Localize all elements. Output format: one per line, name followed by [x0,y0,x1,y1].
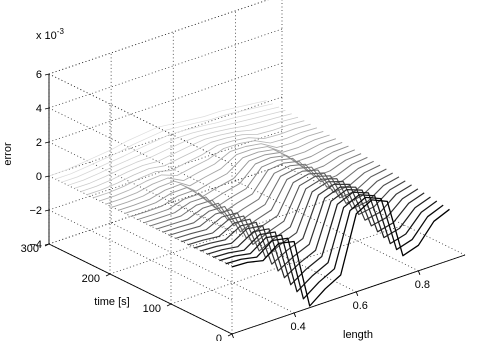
error-trace-line [124,141,343,214]
length-tick-mark [355,291,359,297]
error-tick-label: 2 [36,137,42,149]
exponent-value: -3 [57,27,65,36]
length-tick-label: 0.8 [415,279,430,291]
time-axis-line [48,243,233,335]
error-tick-mark [44,209,50,212]
left-wall-gridline [48,141,233,233]
time-tick-label: 200 [82,273,100,285]
error-trace-line [162,164,381,233]
error-trace-line [175,172,393,246]
axes-layer [44,73,466,339]
back-wall-gridline [48,130,283,211]
error-tick-label: −4 [29,239,42,251]
floor-gridline [48,164,283,245]
z-axis-label: error [2,142,14,166]
error-tick-label: 6 [36,69,42,81]
length-tick-label: 0.4 [290,321,305,333]
y-axis-label: time [s] [94,296,129,308]
text-layer: x 10-3 error time [s] length 0.20.40.60.… [2,27,430,341]
length-tick-mark [417,270,421,275]
back-wall-gridline [48,0,269,75]
error-trace-line [111,134,330,208]
error-trace-line [99,127,318,202]
time-tick-label: 300 [21,243,39,255]
error-trace-line [55,103,273,180]
error-trace-line [48,100,267,177]
length-tick-label: 0.6 [353,300,368,312]
error-trace-line [168,168,387,239]
left-wall-gridline [48,107,233,199]
floor-edge [281,164,466,256]
trace-layer [48,100,450,307]
back-wall-gridline [48,62,283,143]
grid-layer [48,0,466,335]
error-trace-line [118,138,337,211]
floor-gridline [110,222,295,314]
floor-gridline [170,224,405,305]
error-tick-label: 0 [36,171,42,183]
error-tick-mark [44,175,50,178]
error-tick-mark [44,107,50,110]
error-trace-line [219,194,438,293]
error-trace-line [200,186,419,272]
top-edge [48,73,233,165]
error-tick-mark [44,141,50,144]
error-trace-line [93,123,311,199]
time-tick-mark [227,333,233,337]
error-trace-line [206,188,425,279]
error-trace-line [143,153,362,224]
error-trace-line [67,110,286,186]
error-trace-line [212,191,431,286]
length-axis-line [231,254,466,335]
error-trace-line [225,196,444,300]
error-trace-line [61,106,280,183]
error-tick-mark [44,243,50,246]
error-trace-line [80,116,299,192]
time-tick-mark [166,303,172,307]
floor-gridline [109,194,344,275]
time-tick-label: 0 [216,333,222,341]
exponent-label: x 10-3 [36,27,64,42]
time-tick-label: 100 [143,303,161,315]
back-wall-gridline [48,28,283,109]
floor-gridline [235,180,419,272]
x-axis-label: length [343,329,373,341]
error-trace-line [74,113,292,189]
left-wall-gridline [48,209,233,301]
length-tick-mark [231,333,234,339]
error-trace-line [156,160,374,230]
error-trace-line [137,149,355,221]
length-tick-mark [293,312,297,318]
error-tick-mark [44,73,50,76]
error-trace-line [86,120,305,196]
left-wall-gridline [48,175,233,267]
error-tick-label: 4 [36,103,42,115]
error-tick-label: −2 [29,205,42,217]
time-tick-mark [105,273,111,277]
error-trace-line [130,145,349,218]
error-trace-line [231,199,450,307]
error-trace-line [105,130,324,205]
top-edge [48,0,269,75]
